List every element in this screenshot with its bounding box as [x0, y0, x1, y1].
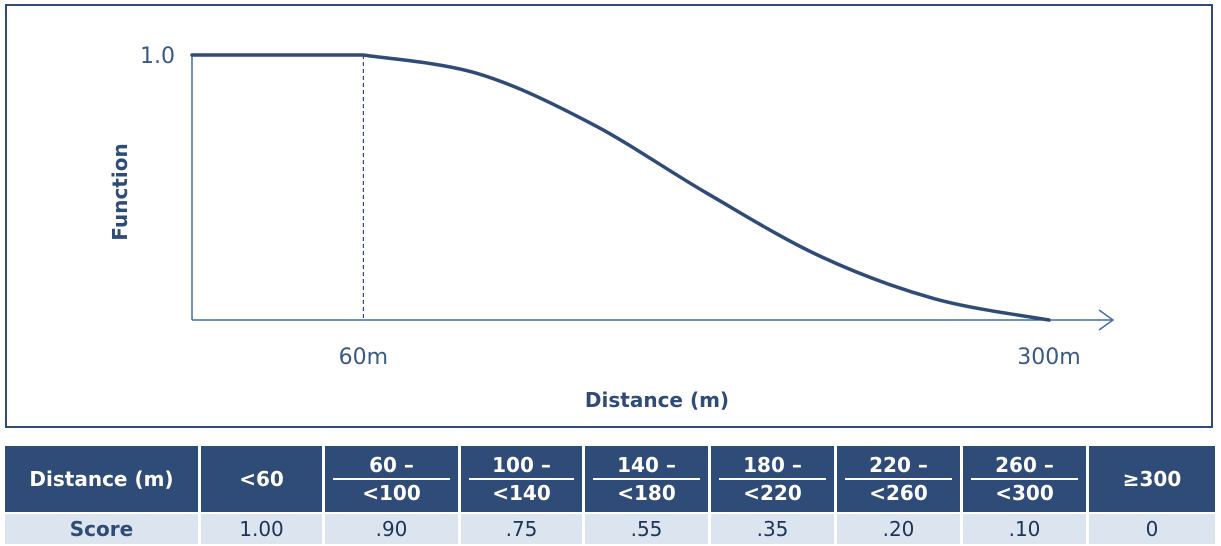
- table-header-cell: ≥300: [1089, 446, 1215, 512]
- table-header-cell: 220 – <260: [837, 446, 963, 512]
- table-header-cell: 180 – <220: [711, 446, 837, 512]
- score-cell: 1.00: [201, 512, 325, 544]
- range-top: 140 –: [617, 453, 676, 477]
- range-bottom: <180: [593, 478, 700, 506]
- x-tick-label: 60m: [339, 345, 388, 370]
- function-chart: 60m 300m 1.0 Distance (m) Function: [108, 44, 1115, 412]
- score-cell: .20: [837, 512, 963, 544]
- range-top: 60 –: [369, 453, 414, 477]
- range-top: ≥300: [1122, 467, 1182, 491]
- score-cell: .75: [461, 512, 585, 544]
- chart-frame: 60m 300m 1.0 Distance (m) Function: [5, 4, 1213, 428]
- range-top: 260 –: [995, 453, 1054, 477]
- range-bottom: <300: [971, 478, 1078, 506]
- range-top: 100 –: [492, 453, 551, 477]
- table-header-row: Distance (m) <60 60 – <100 100 – <140 140 …: [5, 446, 1215, 512]
- score-cell: 0: [1089, 512, 1215, 544]
- y-axis-title: Function: [108, 143, 132, 240]
- table-header-cell: <60: [201, 446, 325, 512]
- range-bottom: <220: [719, 478, 826, 506]
- x-tick-label: 300m: [1017, 345, 1080, 370]
- table-header-cell: 60 – <100: [325, 446, 461, 512]
- x-axis-title: Distance (m): [585, 388, 729, 412]
- score-cell: .10: [963, 512, 1089, 544]
- table-header-cell: 100 – <140: [461, 446, 585, 512]
- range-top: 180 –: [743, 453, 802, 477]
- score-cell: .90: [325, 512, 461, 544]
- y-tick-label: 1.0: [140, 44, 175, 69]
- table-row: Score 1.00 .90 .75 .55 .35 .20 .10 0: [5, 512, 1215, 544]
- range-bottom: <140: [469, 478, 574, 506]
- range-top: <60: [239, 467, 284, 491]
- function-curve: [190, 53, 1051, 322]
- score-cell: .55: [585, 512, 711, 544]
- score-cell: .35: [711, 512, 837, 544]
- table-header-label: Distance (m): [5, 446, 201, 512]
- table-row-label: Score: [5, 512, 201, 544]
- range-top: 220 –: [869, 453, 928, 477]
- table-header-cell: 140 – <180: [585, 446, 711, 512]
- x-axis-arrow-icon: [1098, 309, 1115, 331]
- range-bottom: <260: [845, 478, 952, 506]
- range-bottom: <100: [333, 478, 450, 506]
- table-header-cell: 260 – <300: [963, 446, 1089, 512]
- score-table: Distance (m) <60 60 – <100 100 – <140 140 …: [5, 446, 1215, 544]
